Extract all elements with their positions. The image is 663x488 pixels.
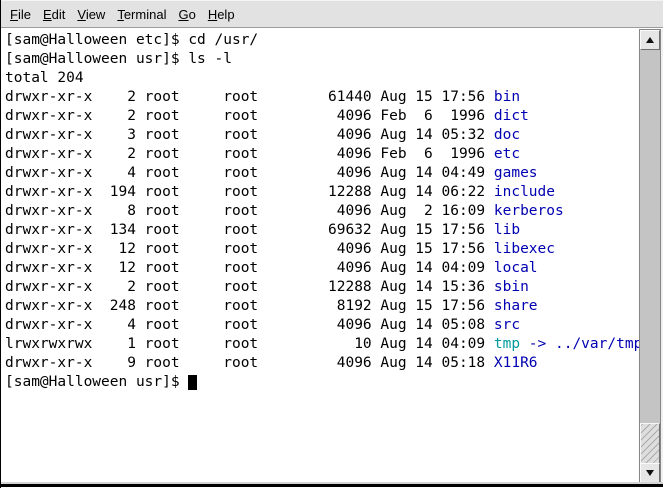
menu-item-view[interactable]: View [71, 2, 111, 27]
ls-row: drwxr-xr-x 2 root root 4096 Feb 6 1996 e… [5, 145, 639, 164]
scroll-up-button[interactable] [640, 30, 660, 50]
ls-row: drwxr-xr-x 9 root root 4096 Aug 14 05:18… [5, 354, 639, 373]
file-attributes: drwxr-xr-x 248 root root 8192 Aug 15 17:… [5, 298, 494, 314]
directory-name: X11R6 [493, 355, 538, 371]
file-attributes: drwxr-xr-x 2 root root 4096 Feb 6 1996 [5, 108, 494, 124]
menu-item-label: erminal [123, 6, 167, 22]
menu-bar: File Edit View Terminal Go Help [1, 0, 663, 28]
menu-item-label: F [10, 6, 18, 22]
prompt-line: [sam@Halloween usr]$ [5, 373, 639, 392]
menu-item-label: o [188, 6, 196, 22]
directory-name: kerberos [493, 203, 564, 219]
scrollbar[interactable] [639, 29, 661, 484]
arrow-up-icon [646, 37, 654, 43]
total-line: total 204 [5, 70, 84, 86]
menu-item-label: T [117, 6, 124, 22]
ls-row: drwxr-xr-x 2 root root 4096 Feb 6 1996 d… [5, 107, 639, 126]
command-line: [sam@Halloween etc]$ cd /usr/ [5, 32, 259, 48]
ls-row: drwxr-xr-x 3 root root 4096 Aug 14 05:32… [5, 126, 639, 145]
directory-name: etc [493, 146, 521, 162]
menu-item-help[interactable]: Help [202, 2, 241, 27]
directory-name: sbin [493, 279, 529, 295]
menu-item-label: elp [217, 6, 235, 22]
directory-name: lib [493, 222, 521, 238]
file-attributes: drwxr-xr-x 2 root root 12288 Aug 14 15:3… [5, 279, 494, 295]
ls-row-symlink: lrwxrwxrwx 1 root root 10 Aug 14 04:09 t… [5, 335, 639, 354]
file-attributes: drwxr-xr-x 2 root root 61440 Aug 15 17:5… [5, 89, 494, 105]
ls-row: drwxr-xr-x 12 root root 4096 Aug 14 04:0… [5, 259, 639, 278]
shell-prompt: [sam@Halloween usr]$ [5, 374, 189, 390]
text-cursor [188, 375, 198, 390]
file-attributes: lrwxrwxrwx 1 root root 10 Aug 14 04:09 [5, 336, 494, 352]
ls-row: drwxr-xr-x 4 root root 4096 Aug 14 05:08… [5, 316, 639, 335]
file-attributes: drwxr-xr-x 134 root root 69632 Aug 15 17… [5, 222, 494, 238]
directory-name: dict [493, 108, 529, 124]
menu-item-file[interactable]: File [4, 2, 37, 27]
command-line: [sam@Halloween usr]$ ls -l [5, 51, 232, 67]
file-attributes: drwxr-xr-x 2 root root 4096 Feb 6 1996 [5, 146, 494, 162]
ls-row: drwxr-xr-x 12 root root 4096 Aug 15 17:5… [5, 240, 639, 259]
menu-item-label: E [42, 6, 52, 22]
menu-item-label: dit [51, 6, 66, 22]
menu-item-label: iew [85, 6, 106, 22]
ls-row: drwxr-xr-x 2 root root 61440 Aug 15 17:5… [5, 88, 639, 107]
file-attributes: drwxr-xr-x 4 root root 4096 Aug 14 05:08 [5, 317, 494, 333]
terminal-line: total 204 [5, 69, 639, 88]
directory-name: games [493, 165, 538, 181]
window-border [1, 484, 663, 487]
directory-name: doc [493, 127, 521, 143]
symlink-name: tmp [493, 336, 521, 352]
directory-name: include [493, 184, 555, 200]
ls-row: drwxr-xr-x 4 root root 4096 Aug 14 04:49… [5, 164, 639, 183]
menu-item-label: V [77, 6, 86, 22]
terminal-screen[interactable]: [sam@Halloween etc]$ cd /usr/ [sam@Hallo… [1, 29, 639, 482]
window-edge [661, 29, 663, 484]
window-frame [1, 482, 663, 484]
directory-name: libexec [493, 241, 555, 257]
file-attributes: drwxr-xr-x 194 root root 12288 Aug 14 06… [5, 184, 494, 200]
ls-row: drwxr-xr-x 8 root root 4096 Aug 2 16:09 … [5, 202, 639, 221]
menu-item-label: ile [17, 6, 31, 22]
file-attributes: drwxr-xr-x 12 root root 4096 Aug 15 17:5… [5, 241, 494, 257]
menu-item-terminal[interactable]: Terminal [111, 2, 172, 27]
ls-row: drwxr-xr-x 248 root root 8192 Aug 15 17:… [5, 297, 639, 316]
directory-name: local [493, 260, 538, 276]
file-attributes: drwxr-xr-x 12 root root 4096 Aug 14 04:0… [5, 260, 494, 276]
terminal-line: [sam@Halloween usr]$ ls -l [5, 50, 639, 69]
directory-name: share [493, 298, 538, 314]
symlink-target: -> ../var/tmp [520, 336, 639, 352]
file-attributes: drwxr-xr-x 4 root root 4096 Aug 14 04:49 [5, 165, 494, 181]
file-attributes: drwxr-xr-x 8 root root 4096 Aug 2 16:09 [5, 203, 494, 219]
menu-item-go[interactable]: Go [172, 2, 201, 27]
scroll-thumb[interactable] [640, 423, 660, 466]
directory-name: bin [493, 89, 521, 105]
file-attributes: drwxr-xr-x 9 root root 4096 Aug 14 05:18 [5, 355, 494, 371]
ls-row: drwxr-xr-x 134 root root 69632 Aug 15 17… [5, 221, 639, 240]
arrow-down-icon [646, 470, 654, 476]
menu-item-label: G [178, 6, 189, 22]
menu-item-edit[interactable]: Edit [37, 2, 71, 27]
menu-item-label: H [207, 6, 218, 22]
scroll-down-button[interactable] [640, 463, 660, 483]
terminal-line: [sam@Halloween etc]$ cd /usr/ [5, 31, 639, 50]
ls-row: drwxr-xr-x 2 root root 12288 Aug 14 15:3… [5, 278, 639, 297]
directory-name: src [493, 317, 521, 333]
ls-row: drwxr-xr-x 194 root root 12288 Aug 14 06… [5, 183, 639, 202]
file-attributes: drwxr-xr-x 3 root root 4096 Aug 14 05:32 [5, 127, 494, 143]
